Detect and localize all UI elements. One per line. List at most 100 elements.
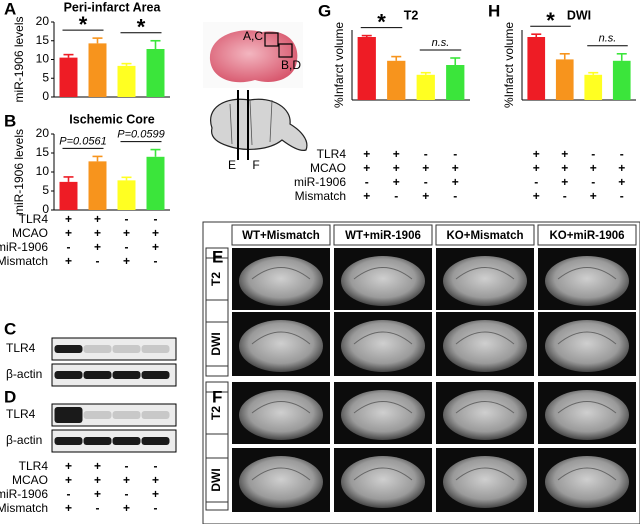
y-tick-label: 20 — [36, 14, 50, 28]
condition-mark: - — [620, 147, 624, 161]
mri-brain — [443, 390, 527, 440]
bar — [527, 37, 546, 100]
brain-schematic — [210, 98, 308, 151]
column-header: KO+Mismatch — [446, 230, 523, 242]
mri-brain — [545, 256, 629, 306]
mri-detail — [557, 401, 617, 414]
condition-mark: + — [94, 226, 101, 240]
bar — [146, 49, 165, 97]
mri-detail — [455, 401, 515, 414]
y-axis-label: miR-1906 levels — [12, 129, 26, 215]
condition-mark: + — [65, 473, 72, 487]
blot-band — [141, 437, 170, 445]
condition-mark: - — [563, 189, 567, 203]
condition-mark: - — [591, 175, 595, 189]
mri-brain — [341, 390, 425, 440]
condition-mark: + — [561, 175, 568, 189]
condition-mark: + — [65, 226, 72, 240]
condition-mark: - — [96, 254, 100, 268]
y-axis-label: %Infarct volume — [502, 22, 516, 108]
condition-mark: + — [65, 459, 72, 473]
region-label: A,C — [243, 29, 263, 43]
condition-mark: - — [424, 175, 428, 189]
y-tick-label: 5 — [42, 70, 49, 84]
condition-mark: + — [363, 147, 370, 161]
bar — [146, 156, 165, 210]
section-label: F — [252, 158, 259, 172]
condition-label: miR-1906 — [0, 240, 48, 254]
column-header-box — [435, 224, 535, 246]
bar — [59, 57, 78, 97]
mri-brain — [443, 456, 527, 508]
condition-mark: + — [533, 189, 540, 203]
mri-detail — [557, 331, 617, 345]
mri-brain — [239, 456, 323, 508]
condition-mark: - — [125, 212, 129, 226]
schematic-detail — [229, 99, 273, 146]
mri-detail — [557, 467, 617, 481]
row-label: DWI — [209, 332, 223, 355]
panel-label: A — [4, 0, 16, 18]
row-label-box — [205, 321, 229, 367]
condition-mark: + — [65, 212, 72, 226]
panel-label: G — [318, 1, 331, 20]
condition-mark: + — [393, 161, 400, 175]
mri-detail — [251, 467, 311, 481]
mri-detail — [455, 467, 515, 481]
condition-mark: + — [123, 226, 130, 240]
mri-brain — [239, 320, 323, 372]
condition-label: TLR4 — [19, 459, 49, 473]
condition-mark: + — [94, 240, 101, 254]
significance-label: n.s. — [432, 37, 450, 49]
blot-band — [54, 407, 83, 423]
section-label: E — [228, 158, 236, 172]
blot-band — [141, 411, 170, 419]
condition-mark: + — [618, 175, 625, 189]
condition-mark: + — [561, 147, 568, 161]
condition-label: MCAO — [12, 226, 48, 240]
blot-band — [112, 411, 141, 419]
y-axis-label: %Infarct volume — [332, 22, 346, 108]
row-label: DWI — [209, 468, 223, 491]
significance-label: P=0.0599 — [117, 128, 164, 140]
chart-title: DWI — [567, 8, 591, 22]
mri-brain — [545, 320, 629, 372]
blot-label: TLR4 — [6, 407, 36, 421]
blot-band — [83, 345, 112, 353]
y-tick-label: 10 — [36, 52, 50, 66]
condition-mark: - — [620, 189, 624, 203]
column-header-box — [333, 224, 433, 246]
row-label: T2 — [209, 272, 223, 286]
condition-mark: + — [123, 473, 130, 487]
blot-label: β-actin — [6, 367, 42, 381]
condition-mark: + — [94, 459, 101, 473]
condition-mark: - — [154, 459, 158, 473]
significance-label: n.s. — [599, 33, 617, 45]
condition-label: TLR4 — [317, 147, 347, 161]
mri-brain — [443, 256, 527, 306]
row-label-box — [205, 391, 229, 435]
mri-brain — [341, 320, 425, 372]
column-header: WT+Mismatch — [242, 230, 320, 242]
condition-mark: + — [590, 161, 597, 175]
mri-detail — [557, 267, 617, 280]
y-tick-label: 20 — [36, 126, 50, 140]
condition-mark: + — [533, 161, 540, 175]
bar — [88, 43, 107, 97]
blot-band — [54, 345, 83, 353]
mri-grid: WT+Mismatch WT+miR-1906 KO+Mismatch KO+miR-… — [205, 224, 637, 512]
y-axis-label: miR-1906 levels — [12, 16, 26, 102]
panel-label: H — [488, 1, 500, 20]
bar — [446, 65, 465, 100]
condition-mark: + — [94, 212, 101, 226]
mri-brain — [239, 256, 323, 306]
brain-photo — [209, 30, 298, 83]
row-label-box — [205, 457, 229, 503]
blot-band — [141, 371, 170, 379]
condition-mark: - — [67, 487, 71, 501]
mri-detail — [251, 331, 311, 345]
column-header: KO+miR-1906 — [549, 230, 624, 242]
mri-detail — [353, 401, 413, 414]
bar — [117, 65, 136, 97]
panel-label: C — [4, 319, 16, 338]
